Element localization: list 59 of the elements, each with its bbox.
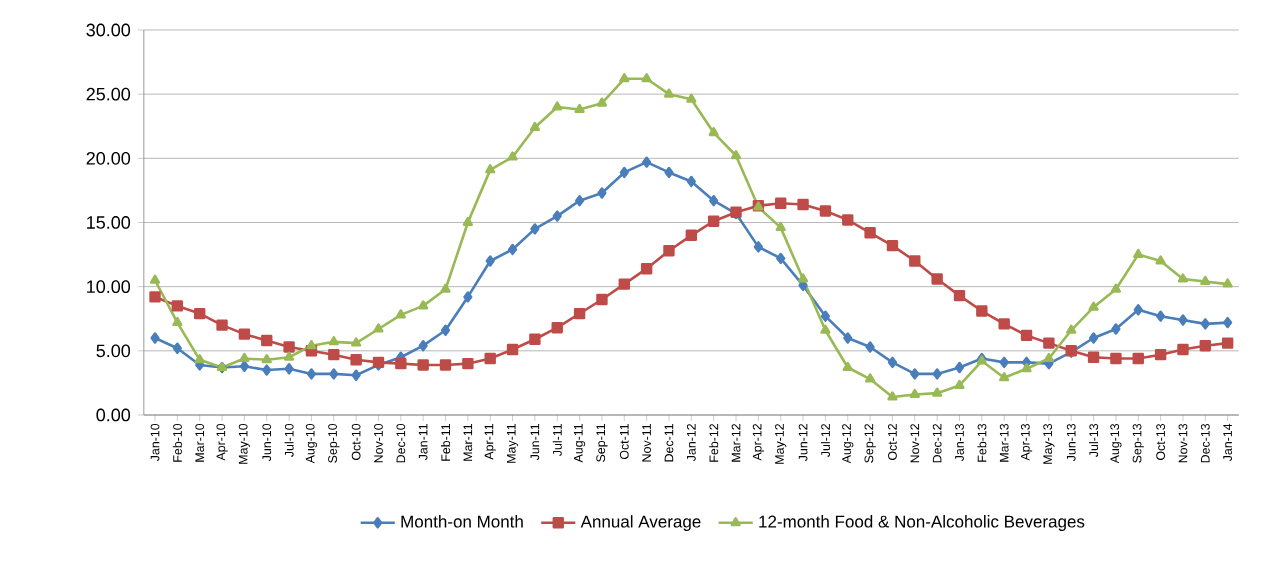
x-tick-label: Oct-11 bbox=[619, 424, 629, 460]
x-tick-label: Mar-11 bbox=[463, 424, 473, 461]
x-tick-label: Aug-10 bbox=[305, 423, 318, 464]
x-tick-label: Apr-11 bbox=[484, 424, 496, 460]
x-tick-label: Dec-12 bbox=[932, 424, 942, 463]
x-tick-label: Nov-13 bbox=[1178, 423, 1188, 463]
x-tick-label: Jun-10 bbox=[262, 423, 272, 462]
x-tick-label: Mar-12 bbox=[731, 424, 741, 462]
x-tick-label: Jul-13 bbox=[1089, 423, 1099, 457]
x-tick-label: May-10 bbox=[238, 423, 251, 464]
x-tick-label: Oct-10 bbox=[351, 423, 361, 460]
y-tick-label: 0.00 bbox=[96, 408, 131, 422]
x-tick-label: Jul-11 bbox=[552, 424, 562, 457]
x-tick-label: Jan-10 bbox=[150, 423, 160, 462]
x-tick-label: May-13 bbox=[1043, 423, 1055, 464]
x-tick-label: Dec-11 bbox=[664, 424, 674, 462]
x-tick-label: Jan-14 bbox=[1223, 423, 1232, 462]
legend-label: 12-month Food & Non-Alcoholic Beverages bbox=[759, 515, 1085, 531]
x-tick-label: Nov-11 bbox=[642, 424, 651, 462]
x-tick-label: Mar-13 bbox=[999, 423, 1009, 462]
x-tick-label: Feb-12 bbox=[709, 424, 719, 462]
x-tick-label: Dec-13 bbox=[1200, 423, 1210, 463]
x-tick-label: Feb-11 bbox=[440, 424, 451, 461]
x-tick-label: Mar-10 bbox=[195, 423, 205, 462]
x-tick-label: Aug-11 bbox=[574, 424, 586, 463]
x-tick-label: Feb-10 bbox=[172, 423, 182, 462]
y-tick-label: 5.00 bbox=[96, 344, 131, 358]
x-tick-label: Sep-11 bbox=[596, 424, 608, 462]
x-tick-label: Oct-12 bbox=[888, 424, 897, 460]
x-tick-label: Dec-10 bbox=[396, 423, 406, 463]
x-tick-label: Jan-12 bbox=[686, 424, 696, 462]
x-tick-label: Jun-11 bbox=[530, 424, 540, 461]
x-tick-label: Sep-12 bbox=[864, 424, 876, 463]
y-tick-label: 10.00 bbox=[87, 280, 131, 294]
x-tick-label: Sep-10 bbox=[328, 423, 340, 463]
x-tick-label: Apr-13 bbox=[1020, 423, 1033, 461]
legend-label: Month-on Month bbox=[401, 515, 523, 528]
x-tick-label: Apr-12 bbox=[752, 424, 764, 461]
x-tick-label: Jan-13 bbox=[955, 423, 964, 462]
x-tick-label: Jan-11 bbox=[418, 424, 428, 461]
x-tick-label: Jul-12 bbox=[820, 424, 830, 457]
y-tick-label: 15.00 bbox=[87, 216, 131, 229]
y-tick-label: 30.00 bbox=[86, 23, 131, 37]
x-tick-label: Aug-12 bbox=[842, 424, 854, 464]
x-tick-label: Jul-10 bbox=[284, 423, 294, 457]
x-tick-label: Nov-10 bbox=[374, 423, 383, 463]
x-tick-label: Sep-13 bbox=[1132, 423, 1144, 463]
x-tick-label: Aug-13 bbox=[1110, 423, 1122, 464]
x-tick-label: Nov-12 bbox=[910, 424, 920, 463]
x-tick-label: Jun-13 bbox=[1066, 423, 1076, 462]
x-tick-label: Oct-13 bbox=[1156, 423, 1165, 460]
x-tick-label: May-11 bbox=[507, 424, 519, 463]
y-tick-label: 25.00 bbox=[86, 87, 131, 101]
x-tick-label: Feb-13 bbox=[977, 423, 987, 462]
x-tick-label: Apr-10 bbox=[216, 423, 228, 461]
x-tick-label: Jun-12 bbox=[798, 424, 808, 462]
x-tick-label: May-12 bbox=[775, 424, 787, 464]
y-tick-label: 20.00 bbox=[86, 151, 131, 165]
legend-label: Annual Average bbox=[580, 515, 701, 531]
